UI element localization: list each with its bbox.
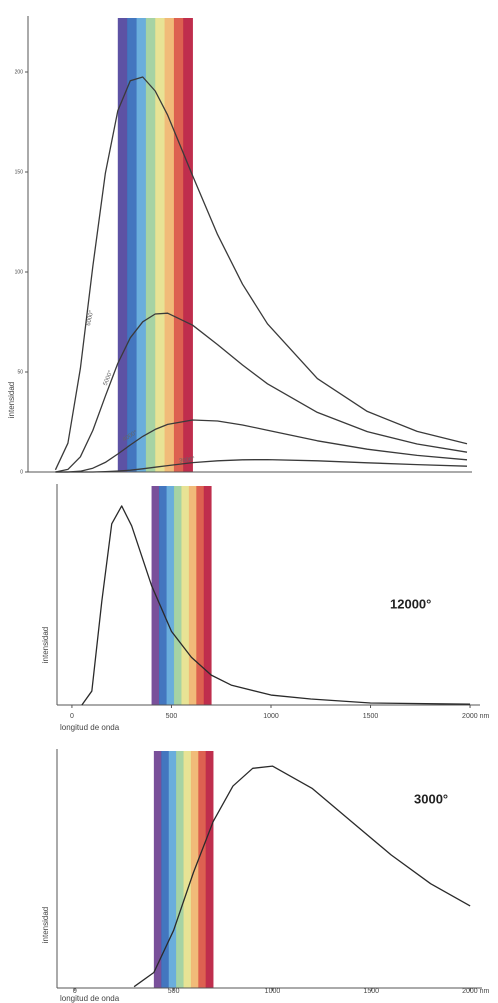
spectrum-stripe: [145, 18, 156, 472]
spectrum: [151, 486, 212, 705]
curve: [55, 312, 468, 473]
spectrum-stripe: [136, 18, 147, 472]
curve: [55, 419, 468, 473]
x-tick-label: 500: [168, 988, 180, 995]
x-tick-label: 1000: [265, 988, 281, 995]
curve: [55, 458, 468, 473]
x-tick-label: 500: [166, 713, 178, 720]
y-tick-label: 150: [15, 169, 24, 175]
curve-label: 6000°: [86, 309, 95, 326]
spectrum-stripe: [161, 751, 169, 988]
x-tick-label: 0: [70, 713, 74, 720]
x-axis-label: longitud de onda: [60, 723, 120, 732]
spectrum-stripe: [127, 18, 137, 472]
spectrum-stripe: [166, 486, 175, 705]
spectrum-stripe: [176, 751, 184, 988]
spectrum-stripe: [183, 751, 192, 988]
chart-panel: 0 500 1000 1500 2000 nm intensidad longitud de…: [41, 484, 489, 732]
spectrum-stripe: [196, 486, 205, 705]
spectrum: [117, 18, 193, 472]
x-tick-label: 1500: [364, 988, 380, 995]
spectrum-stripe: [153, 751, 162, 988]
y-tick-label: 0: [20, 469, 23, 475]
spectrum-stripe: [205, 751, 214, 988]
annotation: 3000°: [414, 791, 448, 806]
spectrum-stripe: [183, 18, 193, 472]
spectrum-stripe: [173, 18, 184, 472]
y-tick-label: 50: [17, 369, 23, 375]
y-tick-label: 200: [15, 69, 24, 75]
curve: [54, 76, 468, 471]
curve: [133, 765, 471, 988]
y-axis-label: intensidad: [41, 907, 50, 943]
y-tick-label: 100: [15, 269, 24, 275]
annotation: 12000°: [390, 596, 431, 611]
spectrum-stripe: [203, 486, 212, 705]
chart-panel: 0 500 1000 1500 2000 nm intensidad longitud de…: [41, 749, 490, 1003]
spectrum-stripe: [117, 18, 128, 472]
spectrum-stripe: [168, 751, 177, 988]
x-tick-label: 2000 nm: [462, 713, 489, 720]
spectrum-stripe: [155, 18, 165, 472]
y-axis-label: intensidad: [7, 382, 16, 418]
spectrum-stripe: [198, 751, 207, 988]
spectrum-stripe: [164, 18, 175, 472]
x-tick-label: 0: [73, 988, 77, 995]
spectrum-stripe: [159, 486, 167, 705]
spectrum-stripe: [173, 486, 182, 705]
chart-panel: 050100150200intensidad6000°5000°4000°300…: [7, 16, 472, 475]
spectrum-stripe: [181, 486, 190, 705]
x-tick-label: 2000 nm: [462, 988, 489, 995]
curve: [81, 505, 471, 706]
curve-label: 5000°: [103, 369, 115, 386]
curve-label: 3000°: [179, 456, 196, 464]
spectrum-stripe: [188, 486, 197, 705]
x-tick-label: 1500: [363, 713, 379, 720]
x-tick-label: 1000: [263, 713, 279, 720]
y-axis-label: intensidad: [41, 627, 50, 663]
x-axis-label: longitud de onda: [60, 994, 120, 1003]
